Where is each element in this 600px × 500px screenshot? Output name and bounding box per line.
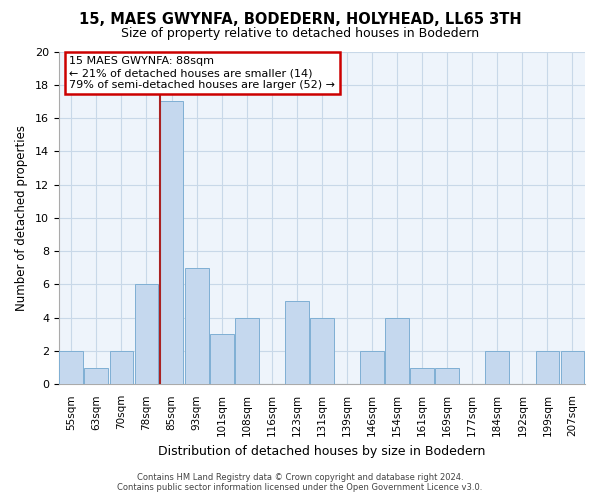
Text: 15 MAES GWYNFA: 88sqm
← 21% of detached houses are smaller (14)
79% of semi-deta: 15 MAES GWYNFA: 88sqm ← 21% of detached … xyxy=(70,56,335,90)
Text: 15, MAES GWYNFA, BODEDERN, HOLYHEAD, LL65 3TH: 15, MAES GWYNFA, BODEDERN, HOLYHEAD, LL6… xyxy=(79,12,521,28)
X-axis label: Distribution of detached houses by size in Bodedern: Distribution of detached houses by size … xyxy=(158,444,485,458)
Bar xyxy=(536,351,559,384)
Bar xyxy=(560,351,584,384)
Bar xyxy=(110,351,133,384)
Bar xyxy=(360,351,384,384)
Bar xyxy=(59,351,83,384)
Bar xyxy=(385,318,409,384)
Bar xyxy=(160,102,184,385)
Y-axis label: Number of detached properties: Number of detached properties xyxy=(15,125,28,311)
Bar xyxy=(235,318,259,384)
Bar xyxy=(210,334,233,384)
Text: Size of property relative to detached houses in Bodedern: Size of property relative to detached ho… xyxy=(121,28,479,40)
Text: Contains HM Land Registry data © Crown copyright and database right 2024.
Contai: Contains HM Land Registry data © Crown c… xyxy=(118,473,482,492)
Bar xyxy=(85,368,108,384)
Bar xyxy=(485,351,509,384)
Bar xyxy=(285,301,309,384)
Bar xyxy=(310,318,334,384)
Bar xyxy=(134,284,158,384)
Bar xyxy=(435,368,459,384)
Bar xyxy=(410,368,434,384)
Bar xyxy=(185,268,209,384)
